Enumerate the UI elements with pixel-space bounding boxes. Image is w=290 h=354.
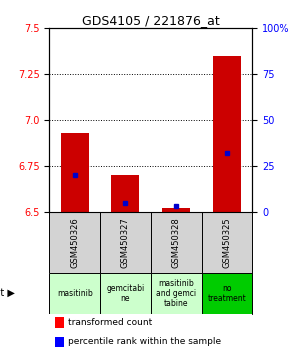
FancyBboxPatch shape — [49, 212, 100, 273]
FancyBboxPatch shape — [202, 212, 252, 273]
Bar — [111, 175, 139, 212]
Text: percentile rank within the sample: percentile rank within the sample — [68, 337, 221, 346]
Bar — [162, 208, 190, 212]
FancyBboxPatch shape — [100, 273, 151, 314]
Text: masitinib
and gemci
tabine: masitinib and gemci tabine — [156, 279, 196, 308]
Text: transformed count: transformed count — [68, 318, 152, 327]
Text: gemcitabi
ne: gemcitabi ne — [106, 284, 144, 303]
Bar — [55, 318, 64, 328]
Bar — [61, 133, 89, 212]
FancyBboxPatch shape — [202, 273, 252, 314]
Text: GSM450328: GSM450328 — [172, 217, 181, 268]
Text: no
treatment: no treatment — [208, 284, 246, 303]
Text: masitinib: masitinib — [57, 289, 93, 298]
Text: GSM450326: GSM450326 — [70, 217, 79, 268]
Title: GDS4105 / 221876_at: GDS4105 / 221876_at — [82, 14, 220, 27]
FancyBboxPatch shape — [49, 273, 100, 314]
FancyBboxPatch shape — [151, 273, 202, 314]
Bar — [55, 337, 64, 347]
Text: GSM450325: GSM450325 — [222, 217, 231, 268]
FancyBboxPatch shape — [100, 212, 151, 273]
Bar — [213, 56, 241, 212]
FancyBboxPatch shape — [151, 212, 202, 273]
Text: agent ▶: agent ▶ — [0, 289, 15, 298]
Text: GSM450327: GSM450327 — [121, 217, 130, 268]
